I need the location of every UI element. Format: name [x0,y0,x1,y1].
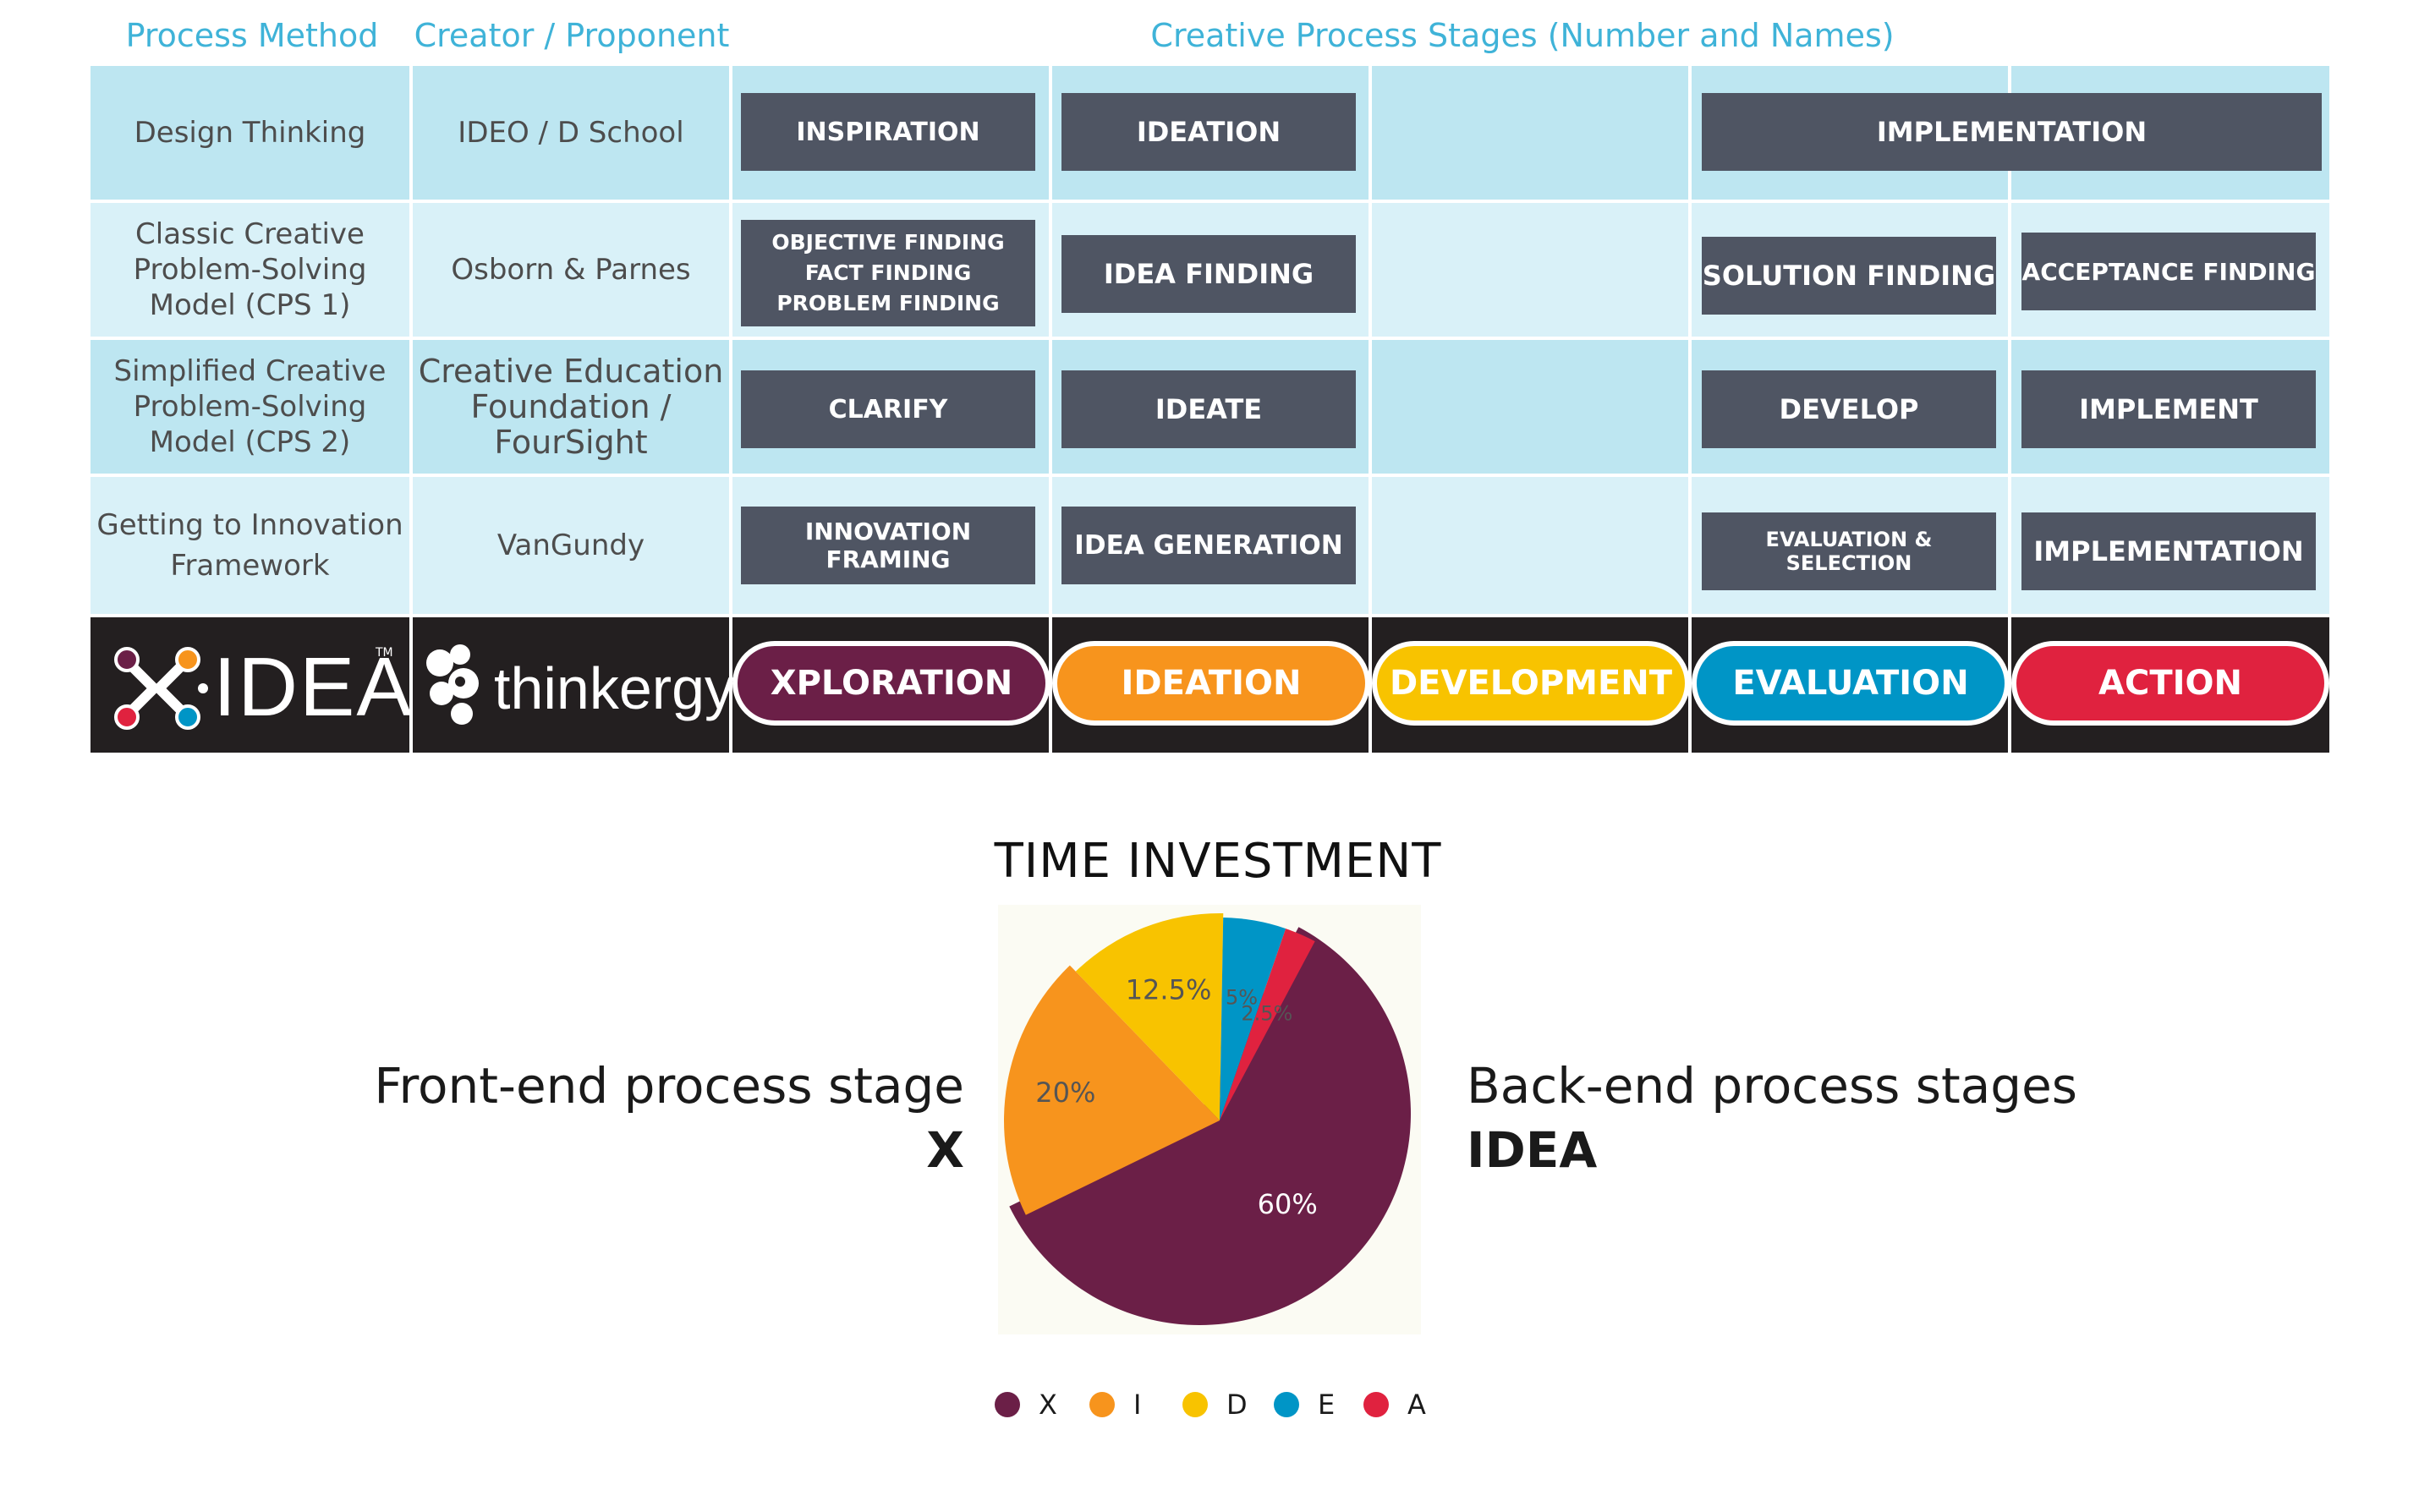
legend-label: A [1407,1389,1426,1421]
header-stages: Creative Process Stages (Number and Name… [1150,17,1895,54]
stage-implementation-vangundy: IMPLEMENTATION [2021,512,2316,590]
legend-dot-icon [1089,1392,1115,1417]
pie-slice-i [1004,965,1220,1215]
stage-implement: IMPLEMENT [2021,370,2316,448]
stage-pill-action: ACTION [2011,641,2329,726]
thinkergy-logo-text: thinkergy [494,655,735,721]
legend-item-d: D [1182,1389,1248,1421]
stage-idea-finding: IDEA FINDING [1061,235,1356,313]
stage-inspiration: INSPIRATION [741,93,1035,171]
legend-label: E [1318,1389,1336,1421]
legend-item-i: I [1089,1389,1141,1421]
pie-label-e: 5% [1226,985,1258,1009]
back-end-label: Back-end process stages [1467,1057,2077,1115]
xidea-logo: IDEA TM [108,634,412,736]
time-investment-pie-chart: 60% 20% 12.5% 5%2.5% [998,905,1421,1334]
stage-pill-development: DEVELOPMENT [1372,641,1690,726]
creator-osborn: Osborn & Parnes [451,253,691,287]
creator-vangundy: VanGundy [496,529,645,562]
header-creator: Creator / Proponent [414,17,730,54]
legend-label: I [1133,1389,1142,1421]
legend-label: X [1039,1389,1057,1421]
x-molecule-icon [114,647,208,730]
stage-clarify: CLARIFY [741,370,1035,448]
legend-dot-icon [1182,1392,1208,1417]
stage-solution-finding: SOLUTION FINDING [1702,237,1996,315]
legend-dot-icon [995,1392,1020,1417]
method-design-thinking: Design Thinking [134,116,366,150]
pie-slice-a [1220,929,1315,1120]
stage-ideate: IDEATE [1061,370,1356,448]
stage-develop: DEVELOP [1702,370,1996,448]
stage-objective-fact-problem-finding: OBJECTIVE FINDING FACT FINDING PROBLEM F… [741,220,1035,326]
column-divider [1369,66,1372,753]
pie-label-i: 20% [1035,1076,1095,1109]
column-divider [729,66,732,753]
stage-idea-generation: IDEA GENERATION [1061,507,1356,584]
method-cps2: Simplified Creative Problem-Solving Mode… [113,354,387,459]
pie-slice-x [1009,927,1411,1325]
front-end-bold-label: X [926,1121,964,1179]
back-end-bold-label: IDEA [1467,1121,1598,1179]
column-divider [1688,66,1692,753]
column-divider [409,66,413,753]
method-cps1: Classic Creative Problem-Solving Model (… [133,217,367,322]
chart-title: TIME INVESTMENT [994,834,1442,889]
stage-ideation: IDEATION [1061,93,1356,171]
legend-dot-icon [1363,1392,1389,1417]
pie-label-d: 12.5% [1126,973,1212,1005]
legend-label: D [1226,1389,1248,1421]
creator-cef: Creative Education Foundation / FourSigh… [418,353,724,461]
legend-item-e: E [1274,1389,1335,1421]
stage-pill-ideation: IDEATION [1052,641,1370,726]
pie-slice-d [1075,913,1224,1120]
column-divider [2008,66,2011,753]
legend-item-x: X [995,1389,1057,1421]
pie-slice-e [1220,918,1286,1120]
method-vangundy: Getting to Innovation Framework [96,508,403,583]
thinkergy-icon [426,644,479,725]
pie-label-a: 2.5% [1241,1002,1292,1026]
pie-label-x: 60% [1258,1188,1318,1220]
thinkergy-logo: thinkergy [423,643,734,736]
stage-pill-evaluation: EVALUATION [1692,641,2010,726]
header-process-method: Process Method [125,17,379,54]
column-divider [1049,66,1052,753]
stage-implementation: IMPLEMENTATION [1702,93,2322,171]
creator-ideo: IDEO / D School [458,116,684,150]
legend-item-a: A [1363,1389,1426,1421]
legend-dot-icon [1274,1392,1299,1417]
front-end-label: Front-end process stage [374,1057,964,1115]
stage-innovation-framing: INNOVATION FRAMING [741,507,1035,584]
xidea-logo-text: IDEA [213,640,414,733]
stage-acceptance-finding: ACCEPTANCE FINDING [2021,233,2316,310]
stage-pill-xploration: XPLORATION [732,641,1050,726]
stage-evaluation-selection: EVALUATION & SELECTION [1702,512,1996,590]
xidea-trademark: TM [376,646,393,660]
